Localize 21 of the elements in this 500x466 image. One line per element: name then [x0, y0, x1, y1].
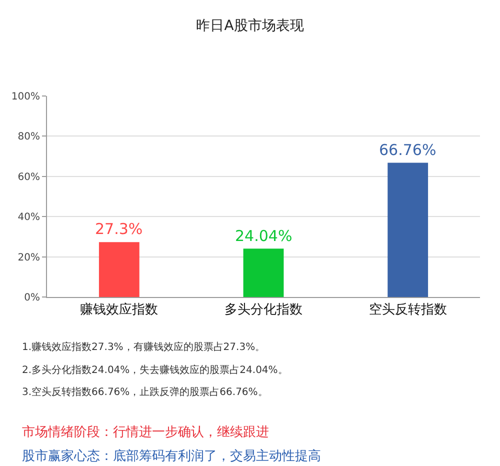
chart-title: 昨日A股市场表现 [196, 18, 304, 34]
text: 2.多头分化指数24.04%，失去赚钱效应的股票占24.04%。 [22, 364, 288, 376]
y-tick-label: 40% [18, 212, 40, 224]
x-tick-label: 赚钱效应指数 [80, 302, 158, 318]
bar [243, 248, 284, 297]
bar [98, 242, 140, 297]
text: 1.赚钱效应指数27.3%，有赚钱效应的股票占27.3%。 [22, 341, 266, 353]
y-tick-label: 0% [24, 292, 40, 304]
data-label: 24.04% [235, 227, 292, 245]
y-tick-label: 100% [11, 92, 40, 102]
text: 3.空头反转指数66.76%，止跌反弹的股票占66.76%。 [22, 386, 268, 398]
text: 市场情绪阶段：行情进一步确认，继续跟进 [22, 425, 269, 440]
bar [388, 162, 428, 297]
x-tick-label: 空头反转指数 [368, 302, 447, 318]
data-label: 27.3% [95, 220, 143, 238]
y-tick-label: 60% [18, 172, 40, 183]
y-tick-label: 80% [18, 132, 40, 143]
y-tick-label: 20% [18, 252, 40, 264]
text: 股市赢家心态：底部筹码有利润了，交易主动性提高 [22, 448, 321, 464]
x-tick-label: 多头分化指数 [224, 302, 302, 318]
data-label: 66.76% [379, 141, 436, 159]
